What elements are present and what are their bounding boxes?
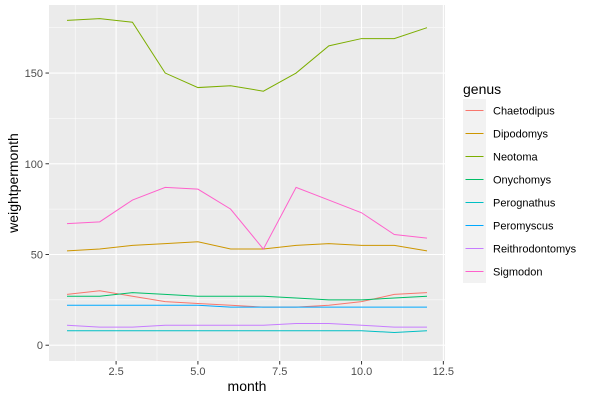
x-tick-label: 7.5 (272, 366, 287, 378)
series-line-sigmodon (66, 186, 428, 250)
y-tick-label: 50 (31, 249, 43, 261)
legend-items: Chaetodipus Dipodomys Neotoma Onychomys Pero… (463, 99, 577, 283)
y-axis: 0 50 100 150 (25, 68, 49, 352)
legend-label: Onychomys (493, 175, 552, 187)
series-line-onychomys (67, 292, 428, 301)
series-line-chaetodipus (66, 290, 428, 308)
x-axis: 2.5 5.0 7.5 10.0 12.5 (108, 361, 454, 378)
series-lines (66, 18, 428, 334)
y-tick-label: 150 (25, 68, 43, 80)
legend-label: Chaetodipus (493, 106, 555, 118)
series-line-reithrodontomys (66, 322, 427, 328)
series-line-peromyscus (67, 304, 427, 308)
y-axis-title: weightpermonth (5, 133, 21, 234)
legend-label: Sigmodon (493, 267, 543, 279)
series-line-perognathus (67, 330, 428, 334)
legend-label: Peromyscus (493, 221, 554, 233)
y-tick-label: 100 (25, 159, 43, 171)
x-tick-label: 2.5 (108, 366, 123, 378)
series-line-neotoma (66, 18, 428, 92)
legend: genus Chaetodipus Dipodomys Neotoma Onychom… (463, 81, 577, 283)
x-axis-title: month (228, 378, 267, 394)
legend-label: Reithrodontomys (493, 244, 577, 256)
plot-panel (49, 5, 445, 361)
legend-label: Neotoma (493, 152, 539, 164)
grid-major (49, 5, 445, 361)
x-tick-label: 10.0 (351, 366, 372, 378)
y-tick-label: 0 (37, 340, 43, 352)
legend-label: Perognathus (493, 198, 556, 210)
grid-minor (49, 5, 445, 361)
series-line-dipodomys (66, 241, 428, 252)
x-tick-label: 5.0 (190, 366, 205, 378)
legend-label: Dipodomys (493, 129, 549, 141)
x-tick-label: 12.5 (433, 366, 454, 378)
legend-title: genus (463, 81, 501, 97)
